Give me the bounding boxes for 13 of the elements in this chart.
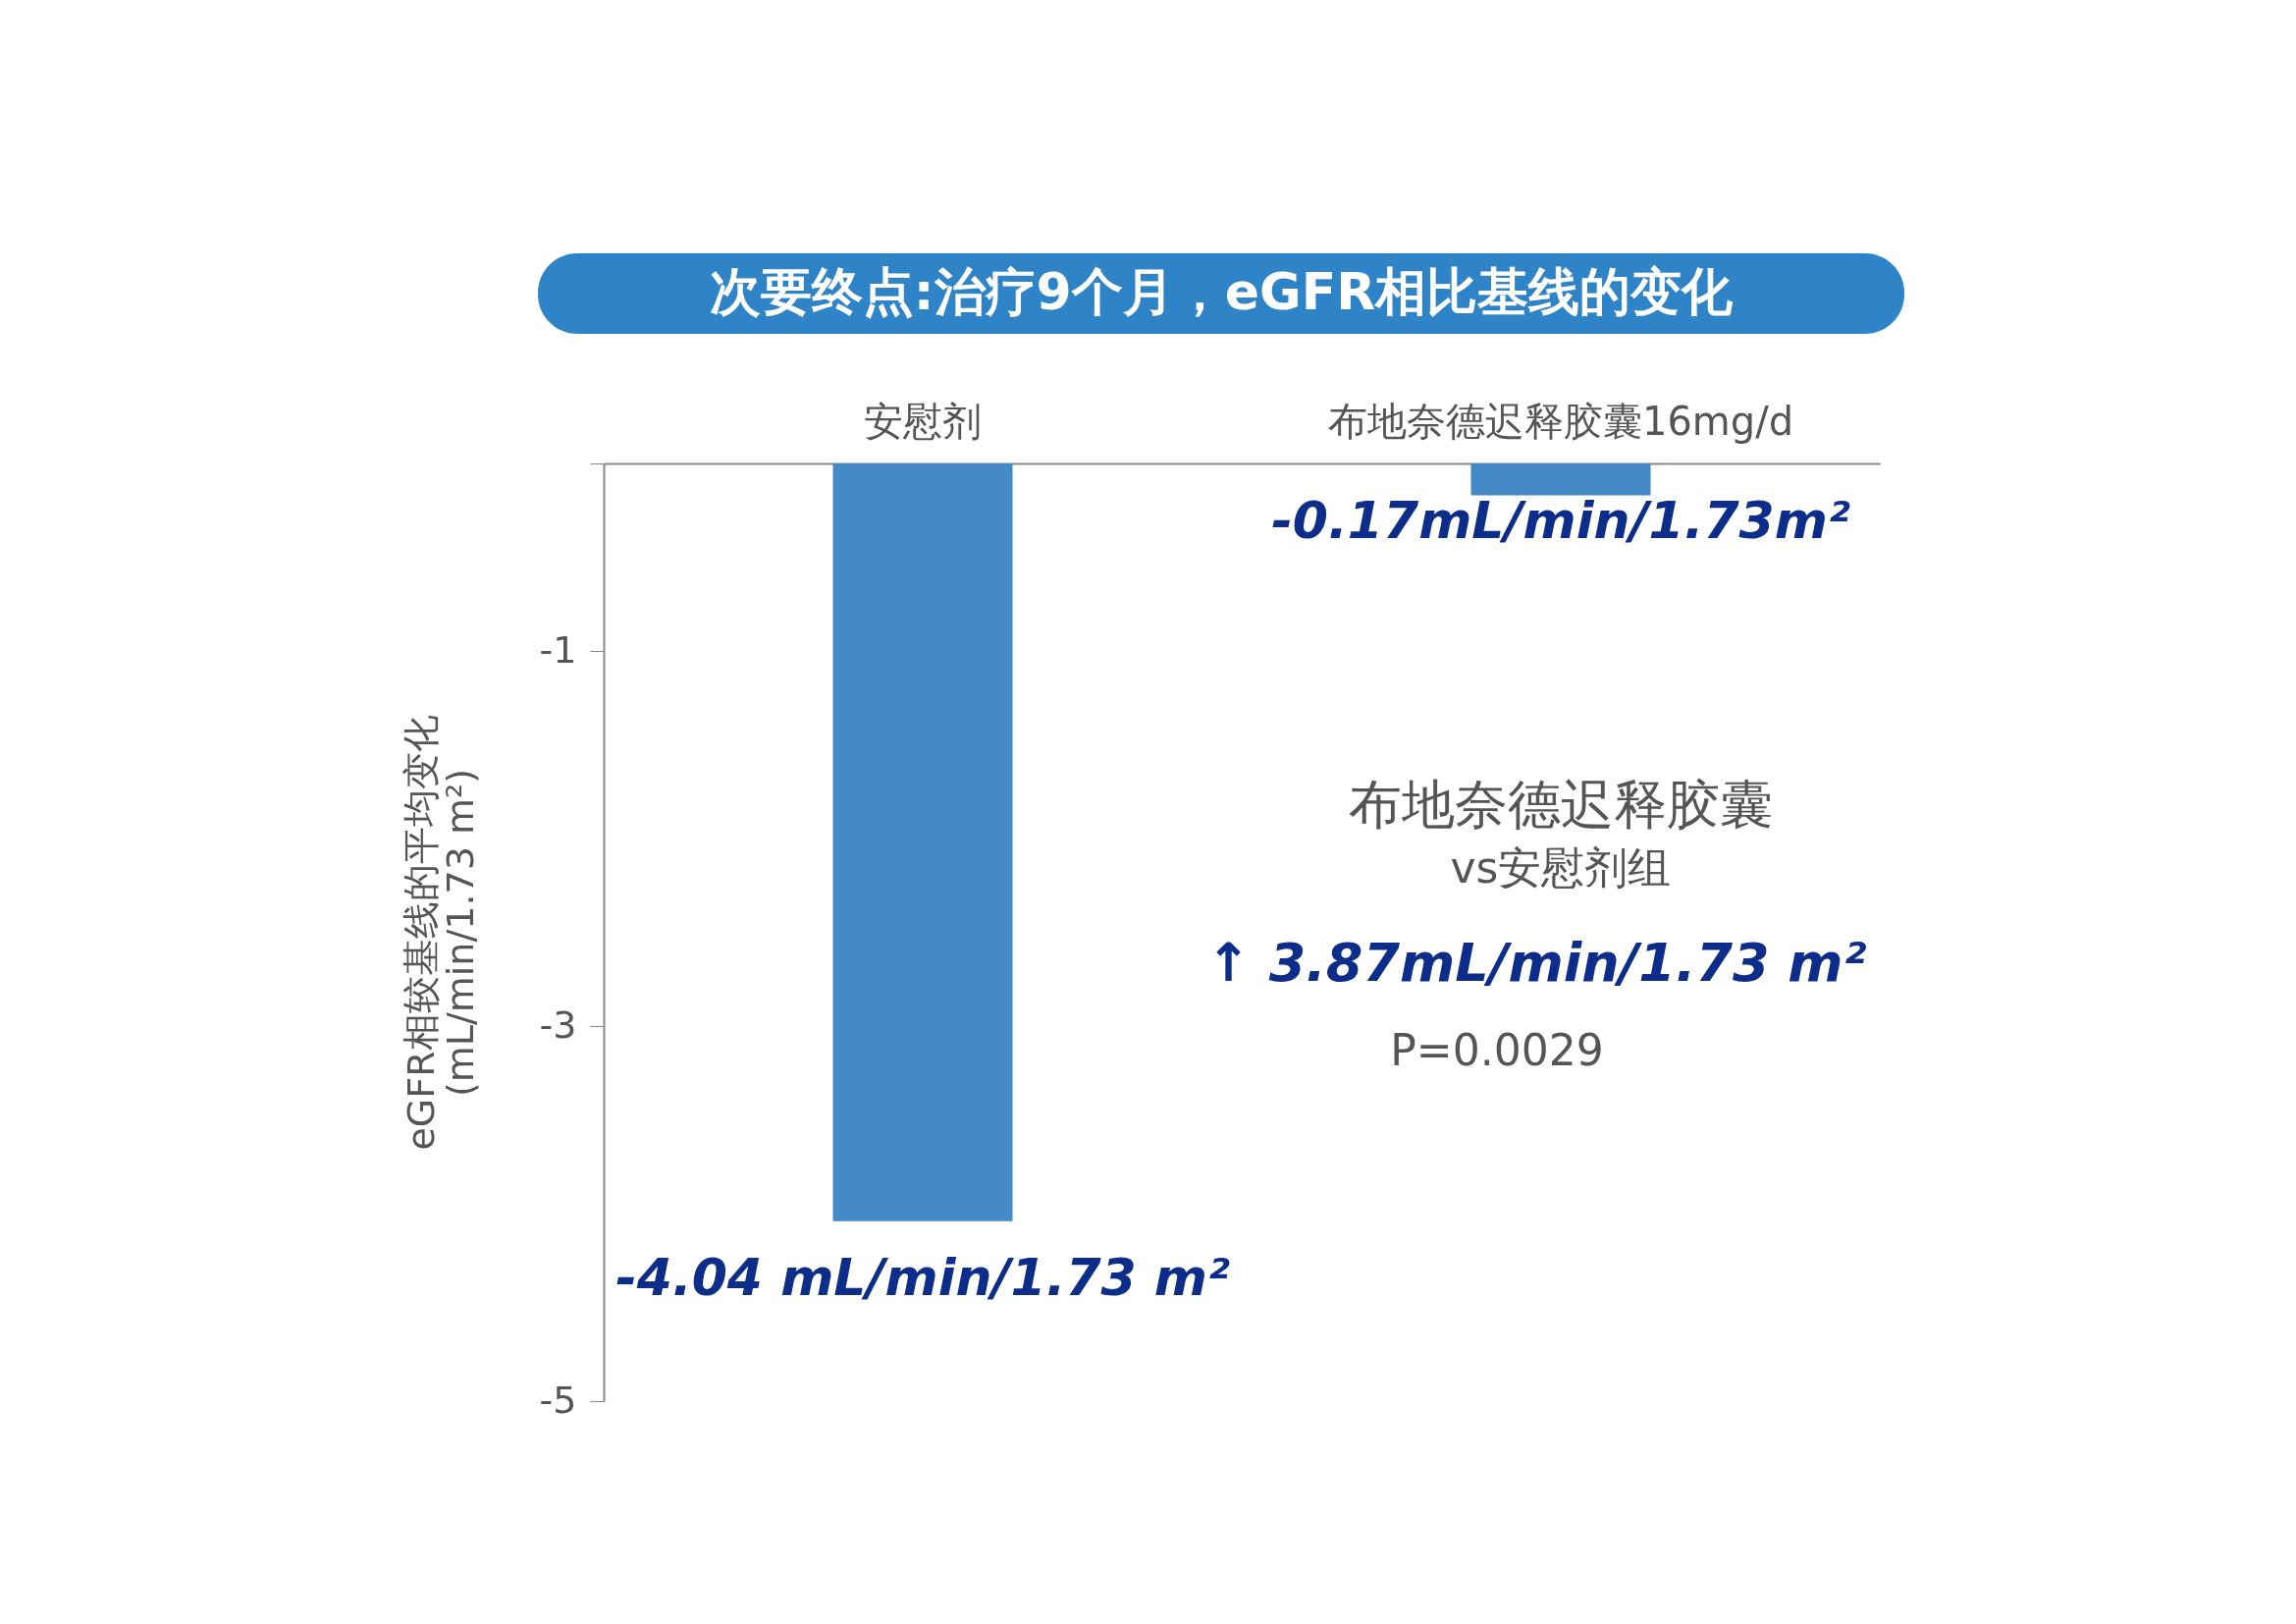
y-axis-title: eGFR相较基线的平均变化 (mL/min/1.73 m²) [399, 715, 482, 1151]
x-tick-label: 安慰剂 [864, 398, 982, 444]
data-label: -0.17mL/min/1.73m² [1271, 491, 1850, 550]
annotation: vs安慰剂组 [1450, 842, 1672, 893]
x-tick-label: 布地奈德迟释胶囊16mg/d [1327, 398, 1794, 444]
y-tick-label: -3 [539, 1002, 577, 1047]
annotation: P=0.0029 [1390, 1025, 1604, 1075]
data-label: -4.04 mL/min/1.73 m² [615, 1248, 1231, 1307]
annotation: 布地奈德迟释胶囊 [1349, 774, 1773, 836]
chart-title: 次要终点:治疗9个月，eGFR相比基线的变化 [709, 262, 1735, 321]
y-tick-label: -1 [539, 627, 577, 672]
annotation: ↑ 3.87mL/min/1.73 m² [1205, 932, 1867, 994]
y-tick-label: -5 [539, 1378, 577, 1422]
